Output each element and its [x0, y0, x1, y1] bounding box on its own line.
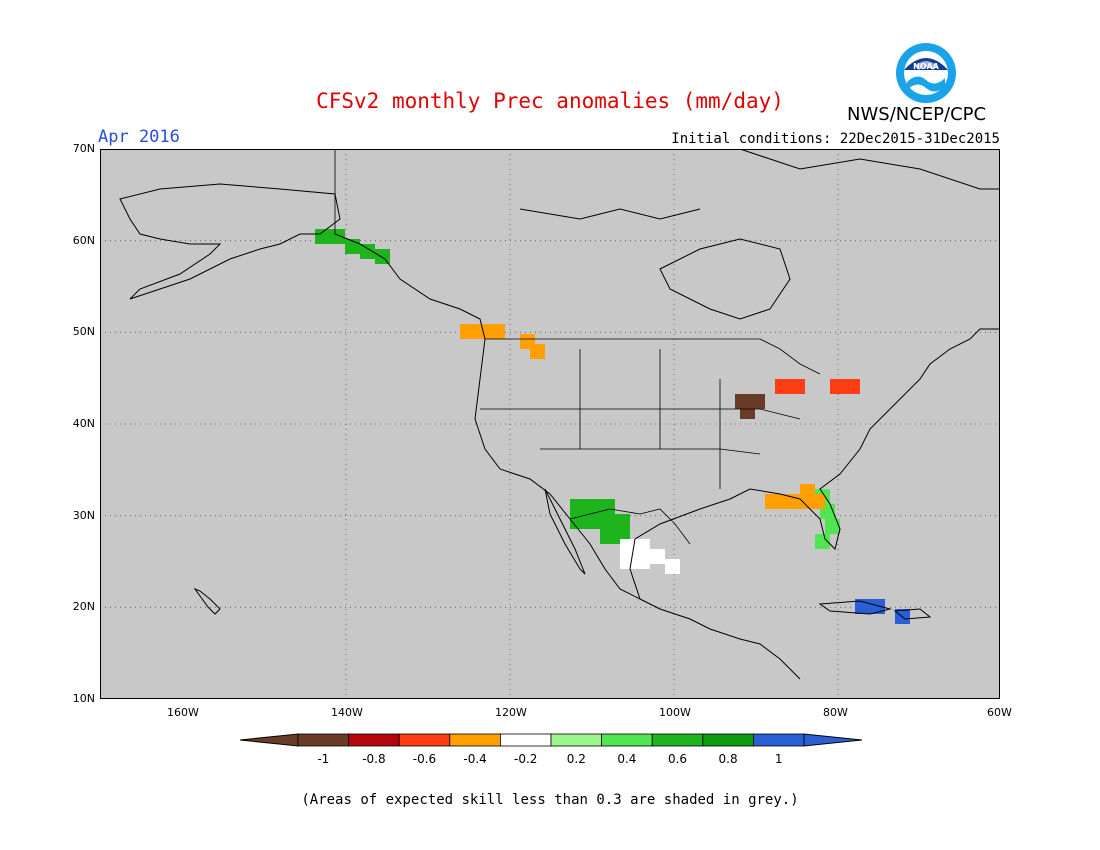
colorbar-swatch: [499, 733, 552, 747]
lon-label: 140W: [331, 706, 363, 719]
anomaly-cell: [665, 559, 680, 574]
anomaly-cell: [620, 554, 635, 569]
agency-label: NWS/NCEP/CPC: [847, 104, 987, 125]
colorbar-label: 0.8: [719, 752, 738, 766]
colorbar-low-arrow: [240, 733, 299, 747]
lon-label: 120W: [495, 706, 527, 719]
lat-label: 30N: [72, 508, 95, 522]
anomaly-cell: [845, 379, 860, 394]
anomaly-cell: [330, 229, 345, 244]
anomaly-cell: [635, 539, 650, 554]
anomaly-cell: [600, 529, 615, 544]
lat-label: 50N: [72, 325, 95, 339]
anomaly-cell: [570, 499, 585, 514]
anomaly-cell: [815, 534, 830, 549]
anomaly-cell: [585, 499, 600, 514]
chart-title: CFSv2 monthly Prec anomalies (mm/day): [316, 89, 784, 113]
lat-label: 70N: [72, 142, 95, 155]
colorbar-label: -0.6: [413, 752, 436, 766]
anomaly-cell: [765, 494, 780, 509]
anomaly-cell: [585, 514, 600, 529]
map-panel: [100, 149, 1000, 699]
anomaly-cell: [375, 249, 390, 264]
anomaly-cell: [600, 514, 615, 529]
lon-label: 60W: [987, 706, 1012, 719]
lat-label: 40N: [72, 417, 95, 430]
colorbar-swatch: [702, 733, 754, 747]
lat-label: 20N: [72, 600, 95, 614]
graticule: [100, 149, 1000, 699]
colorbar: -1 -0.8 -0.6 -0.4 -0.2 0.2 0.4 0.6 0.8 1: [240, 733, 862, 766]
initial-conditions: Initial conditions: 22Dec2015-31Dec2015: [671, 131, 1000, 147]
anomaly-cell: [650, 549, 665, 564]
anomaly-cell: [635, 554, 650, 569]
anomaly-cell: [360, 244, 375, 259]
colorbar-swatch: [398, 733, 451, 747]
anomaly-cell: [530, 344, 545, 359]
anomaly-cell: [775, 379, 790, 394]
colorbar-label: 0.6: [668, 752, 687, 766]
anomaly-cell: [620, 539, 635, 554]
noaa-logo: NOAA: [896, 43, 956, 103]
colorbar-label: 0.4: [617, 752, 636, 766]
colorbar-label: -0.2: [514, 752, 537, 766]
colorbar-swatch: [348, 733, 400, 747]
colorbar-swatch: [449, 733, 501, 747]
anomaly-cell: [615, 514, 630, 529]
anomaly-cell: [830, 379, 845, 394]
colorbar-label: -1: [317, 752, 329, 766]
lon-label: 160W: [167, 706, 199, 719]
anomaly-cell: [475, 324, 490, 339]
anomaly-cell: [780, 494, 795, 509]
colorbar-swatch: [651, 733, 704, 747]
logo-text: NOAA: [913, 62, 939, 71]
colorbar-high-arrow: [803, 733, 862, 747]
anomaly-cell: [810, 494, 825, 509]
colorbar-label: 0.2: [567, 752, 586, 766]
anomaly-cell: [490, 324, 505, 339]
colorbar-swatch: [601, 733, 653, 747]
valid-month: Apr 2016: [98, 127, 180, 147]
anomaly-cell: [600, 499, 615, 514]
lat-label: 10N: [72, 692, 95, 705]
lat-label: 60N: [72, 233, 95, 247]
political-boundaries: [334, 149, 821, 545]
anomaly-cell: [870, 599, 885, 614]
lon-label: 100W: [659, 706, 691, 719]
colorbar-swatch: [753, 733, 805, 747]
colorbar-swatch: [297, 733, 349, 747]
colorbar-swatch: [550, 733, 602, 747]
anomaly-cell: [790, 379, 805, 394]
footnote: (Areas of expected skill less than 0.3 a…: [301, 792, 799, 808]
anomaly-cell: [740, 404, 755, 419]
anomaly-cell: [315, 229, 330, 244]
anomaly-cell: [825, 519, 840, 534]
anomaly-cells: [315, 229, 910, 624]
anomaly-cell: [460, 324, 475, 339]
coastlines: [119, 149, 1000, 680]
colorbar-label: 1: [775, 752, 783, 766]
colorbar-label: -0.8: [362, 752, 385, 766]
lon-label: 80W: [823, 706, 848, 719]
colorbar-label: -0.4: [463, 752, 486, 766]
